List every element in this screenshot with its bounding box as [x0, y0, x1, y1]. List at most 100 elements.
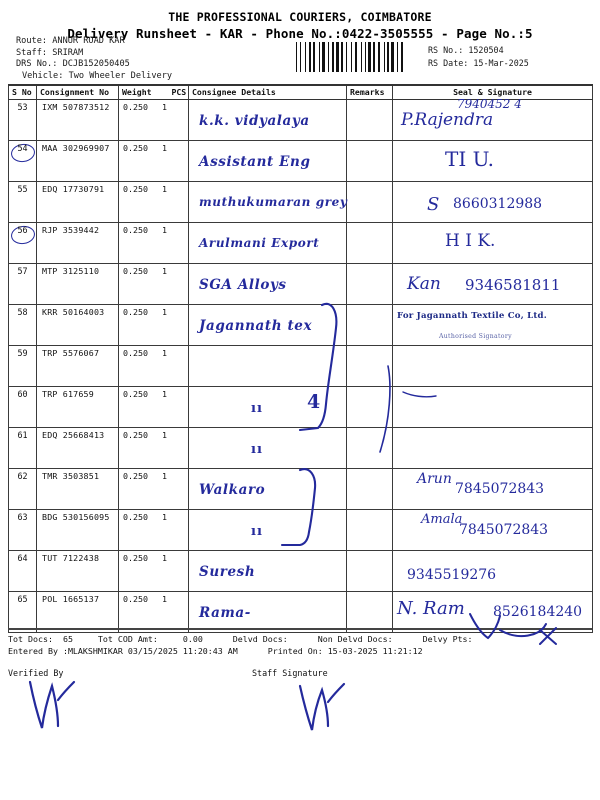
table-row[interactable]: 57 MTP 3125110 0.250 1 SGA Alloys Kan 93465818… [8, 263, 593, 305]
staff-label: Staff: SRIRAM [16, 47, 84, 58]
cell-consignment-no: EDQ 17730791 [36, 181, 119, 223]
table-row[interactable]: 64 TUT 7122438 0.250 1 Suresh 9345519276 [8, 550, 593, 592]
cell-s-no: 56 [8, 222, 37, 264]
cell-weight-pcs: 0.250 1 [118, 386, 189, 428]
pcs-value: 1 [161, 389, 167, 399]
rs-date-label: RS Date: 15-Mar-2025 [428, 57, 529, 68]
consignee-handwriting: Arulmani Export [199, 236, 320, 250]
handwritten-signature: Kan [407, 274, 441, 294]
signature-area: TI U. [393, 141, 592, 181]
consignee-handwriting: Jagannath tex [199, 318, 313, 334]
cell-s-no: 54 [8, 140, 37, 182]
cell-consignment-no: MTP 3125110 [36, 263, 119, 305]
col-s-no: S No [8, 84, 37, 100]
cell-weight-pcs: 0.250 1 [118, 345, 189, 387]
s-no-value: 58 [17, 307, 28, 317]
cell-s-no: 58 [8, 304, 37, 346]
cell-seal-signature: P.Rajendra 7940452 4 [392, 97, 593, 141]
signature-area: Amala 7845072843 [393, 510, 592, 550]
weight-value: 0.250 [123, 184, 148, 194]
cell-consignee-details: Jagannath tex [188, 304, 347, 346]
handwritten-phone-number: 8526184240 [493, 604, 583, 620]
table-row[interactable]: 65 POL 1665137 0.250 1 Rama- N. Ram 8526184240 [8, 591, 593, 633]
table-row[interactable]: 58 KRR 50164003 0.250 1 Jagannath tex For Jag… [8, 304, 593, 346]
col-weight-label: Weight [122, 87, 152, 97]
table-row[interactable]: 61 EDQ 25668413 0.250 1 ıı [8, 427, 593, 469]
cell-consignment-no: KRR 50164003 [36, 304, 119, 346]
table-row[interactable]: 62 TMR 3503851 0.250 1 Walkaro Arun 7845072843 [8, 468, 593, 510]
weight-value: 0.250 [123, 225, 148, 235]
cell-consignee-details: SGA Alloys [188, 263, 347, 305]
handwritten-signature: N. Ram [397, 598, 465, 619]
table-row[interactable]: 60 TRP 617659 0.250 1 ıı 4 [8, 386, 593, 428]
pcs-value: 1 [161, 348, 167, 358]
cell-remarks [346, 304, 393, 346]
s-no-value: 56 [17, 225, 28, 235]
ditto-mark: ıı [251, 524, 263, 539]
cell-consignment-no: BDG 530156095 [36, 509, 119, 551]
handwritten-signature: Arun [417, 471, 452, 487]
s-no-value: 53 [17, 102, 28, 112]
cell-seal-signature: TI U. [392, 140, 593, 182]
table-row[interactable]: 59 TRP 5576067 0.250 1 [8, 345, 593, 387]
cell-s-no: 55 [8, 181, 37, 223]
table-row[interactable]: 56 RJP 3539442 0.250 1 Arulmani Export H I K. [8, 222, 593, 264]
s-no-value: 54 [17, 143, 28, 153]
cell-remarks [346, 99, 393, 141]
document-subtitle: Delivery Runsheet - KAR - Phone No.:0422… [67, 26, 533, 41]
handwritten-phone-number: 7940452 4 [457, 97, 522, 111]
weight-value: 0.250 [123, 512, 148, 522]
cell-weight-pcs: 0.250 1 [118, 181, 189, 223]
table-row[interactable]: 63 BDG 530156095 0.250 1 ıı Amala 7845072843 [8, 509, 593, 551]
handwritten-phone-number: 9345519276 [407, 567, 497, 583]
handwritten-signature: P.Rajendra [401, 110, 494, 130]
verified-by-label: Verified By [8, 668, 64, 678]
cell-seal-signature: Amala 7845072843 [392, 509, 593, 551]
cell-seal-signature: Kan 9346581811 [392, 263, 593, 305]
signature-area [393, 387, 592, 427]
handwritten-phone-number: 8660312988 [453, 196, 543, 212]
signature-area: P.Rajendra 7940452 4 [393, 97, 592, 140]
pcs-value: 1 [161, 594, 167, 604]
cell-remarks [346, 509, 393, 551]
consignee-handwriting: SGA Alloys [199, 277, 287, 293]
cell-consignee-details [188, 345, 347, 387]
cell-consignee-details: ıı 4 [188, 386, 347, 428]
cell-seal-signature: 9345519276 [392, 550, 593, 592]
cell-s-no: 59 [8, 345, 37, 387]
pcs-value: 1 [161, 143, 167, 153]
table-row[interactable]: 53 IXM 507873512 0.250 1 k.k. vidyalaya P.Raj… [8, 97, 593, 141]
cell-s-no: 61 [8, 427, 37, 469]
s-no-value: 60 [17, 389, 28, 399]
stamp-company-line: For Jagannath Textile Co, Ltd. [397, 311, 547, 321]
table-row[interactable]: 55 EDQ 17730791 0.250 1 muthukumaran grey S 86… [8, 181, 593, 223]
table-row[interactable]: 54 MAA 302969907 0.250 1 Assistant Eng TI U. [8, 140, 593, 182]
footer-totals: Tot Docs: 65 Tot COD Amt: 0.00 Delvd Doc… [8, 634, 473, 644]
cell-consignee-details: k.k. vidyalaya [188, 99, 347, 141]
cell-remarks [346, 427, 393, 469]
col-consignee-details: Consignee Details [188, 84, 347, 100]
pcs-value: 1 [161, 553, 167, 563]
weight-value: 0.250 [123, 389, 148, 399]
consignee-handwriting: muthukumaran grey [199, 195, 348, 209]
pcs-value: 1 [161, 225, 167, 235]
cell-consignment-no: TRP 617659 [36, 386, 119, 428]
drs-no-label: DRS No.: DCJB152050405 [16, 59, 130, 70]
pcs-value: 1 [161, 102, 167, 112]
rubber-stamp: For Jagannath Textile Co, Ltd. Authorised… [397, 311, 577, 340]
weight-value: 0.250 [123, 430, 148, 440]
cell-consignment-no: TMR 3503851 [36, 468, 119, 510]
s-no-value: 65 [17, 594, 28, 604]
cell-seal-signature [392, 386, 593, 428]
cell-seal-signature [392, 345, 593, 387]
weight-value: 0.250 [123, 143, 148, 153]
cell-s-no: 53 [8, 99, 37, 141]
s-no-value: 63 [17, 512, 28, 522]
cell-s-no: 62 [8, 468, 37, 510]
s-no-value: 57 [17, 266, 28, 276]
staff-signature-label: Staff Signature [252, 668, 328, 678]
s-no-value: 64 [17, 553, 28, 563]
col-consignment-no: Consignment No [36, 84, 119, 100]
header-meta-left: Route: ANNUR ROAD KAR Staff: SRIRAM DRS … [16, 36, 172, 82]
